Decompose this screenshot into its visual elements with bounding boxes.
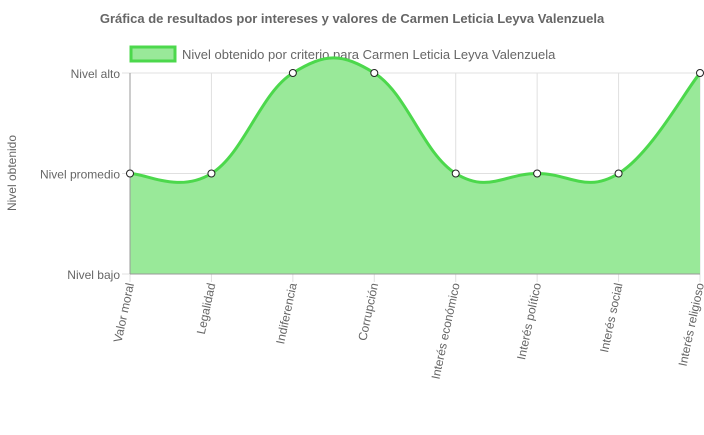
- y-tick-label: Nivel alto: [71, 67, 121, 81]
- y-tick-labels: Nivel bajo Nivel promedio Nivel alto: [40, 67, 120, 282]
- data-points: [126, 69, 704, 178]
- data-point[interactable]: [207, 169, 216, 178]
- x-tick-label: Indiferencia: [273, 281, 300, 345]
- x-tick-label: Legalidad: [194, 282, 219, 336]
- y-axis-title: Nivel obtenido: [5, 135, 19, 211]
- y-tick-label: Nivel promedio: [40, 168, 120, 182]
- x-tick-label: Interés religioso: [676, 281, 704, 367]
- area-fill: [130, 57, 700, 274]
- x-tick-label: Interés social: [597, 282, 625, 354]
- x-tick-label: Interés político: [514, 281, 544, 361]
- series-area: [129, 56, 702, 274]
- data-point[interactable]: [370, 69, 379, 77]
- chart-title: Gráfica de resultados por intereses y va…: [100, 11, 605, 26]
- x-tick-label: Interés económico: [429, 281, 463, 380]
- data-point[interactable]: [533, 169, 542, 178]
- data-point[interactable]: [288, 69, 297, 77]
- x-tick-label: Valor moral: [111, 282, 137, 344]
- x-tick-labels: Valor moral Legalidad Indiferencia Corrupci…: [111, 281, 704, 380]
- data-point[interactable]: [614, 169, 623, 178]
- data-point[interactable]: [696, 69, 704, 77]
- legend-swatch: [129, 45, 177, 63]
- x-tick-label: Corrupción: [355, 282, 381, 342]
- legend-label: Nivel obtenido por criterio para Carmen …: [182, 47, 556, 62]
- y-tick-label: Nivel bajo: [67, 268, 120, 282]
- data-point[interactable]: [451, 169, 460, 178]
- data-point[interactable]: [126, 169, 134, 178]
- legend[interactable]: Nivel obtenido por criterio para Carmen …: [129, 45, 556, 63]
